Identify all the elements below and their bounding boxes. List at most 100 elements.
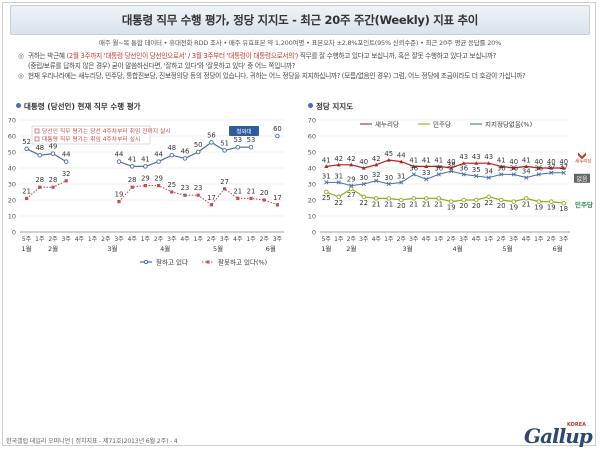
- legend-disapprove-label: 잘못하고 있다(%): [218, 258, 267, 267]
- disapprove-point: [275, 203, 279, 207]
- disapprove-data-label: 21: [22, 187, 31, 195]
- saenuri-point: [499, 164, 504, 168]
- approve-data-label: 48: [167, 144, 176, 152]
- question-text: /: [186, 52, 192, 60]
- month-label: 4월: [160, 244, 170, 253]
- saenuri-point: [399, 159, 404, 164]
- disapprove-data-label: 20: [260, 189, 269, 197]
- disapprove-data-label: 29: [154, 175, 163, 183]
- x-tick-label: 4주: [522, 236, 532, 243]
- no-party-point: [524, 175, 529, 180]
- survey-info: 매주 월~목 통합 데이터 • 휴대전화 RDD 조사 • 매주 유효표본 약 …: [98, 39, 502, 47]
- saenuri-point: [524, 164, 529, 168]
- approve-data-label: 51: [220, 139, 229, 147]
- saenuri-data-label: 41: [422, 156, 431, 164]
- minju-point: [548, 199, 554, 204]
- minju-point: [448, 199, 454, 204]
- month-label: 5월: [502, 244, 512, 253]
- x-tick-label: 5주: [322, 236, 332, 243]
- no-party-point: [549, 170, 554, 175]
- disapprove-point: [157, 184, 161, 188]
- x-tick-label: 1주: [246, 236, 256, 243]
- approve-data-label: 48: [35, 144, 44, 152]
- approve-point: [222, 148, 227, 153]
- disapprove-data-label: 23: [194, 184, 203, 192]
- disapprove-data-label: 17: [273, 194, 282, 202]
- saenuri-data-label: 40: [447, 158, 456, 166]
- x-tick-label: 4주: [422, 236, 432, 243]
- x-tick-label: 4주: [472, 236, 482, 243]
- x-tick-label: 2주: [347, 236, 357, 243]
- no-party-point: [324, 180, 329, 185]
- month-label: 1월: [22, 244, 32, 253]
- disapprove-data-label: 27: [220, 178, 229, 186]
- minju-point: [386, 196, 391, 201]
- month-label: 4월: [452, 244, 462, 253]
- approve-point: [169, 152, 175, 158]
- minju-point: [373, 196, 379, 201]
- y-tick-label: 10: [308, 213, 316, 221]
- minju-data-label: 19: [534, 204, 543, 212]
- approve-data-label: 44: [62, 151, 71, 159]
- no-party-point: [349, 183, 354, 188]
- saenuri-data-label: 41: [434, 156, 443, 164]
- x-tick-label: 3주: [114, 236, 124, 243]
- disapprove-point: [236, 196, 240, 200]
- x-tick-label: 1주: [88, 236, 98, 243]
- no-party-point: [411, 172, 416, 177]
- no-party-data-label: 34: [522, 168, 531, 176]
- x-tick-label: 1주: [194, 236, 204, 243]
- approve-data-label: 53: [247, 136, 256, 144]
- y-tick-label: 70: [308, 117, 316, 125]
- no-party-point: [449, 169, 454, 174]
- approve-data-label: 41: [141, 155, 150, 163]
- saenuri-point: [474, 161, 479, 165]
- saenuri-point: [349, 162, 354, 167]
- question-party: ◎ 현재 우리나라에는 새누리당, 민주당, 통합진보당, 진보정의당 등의 정당…: [18, 70, 526, 80]
- saenuri-point: [486, 161, 491, 165]
- approve-point: [24, 146, 29, 152]
- legend-label: 민주당: [433, 120, 451, 129]
- minju-point: [349, 186, 354, 192]
- no-party-data-label: 30: [359, 174, 368, 182]
- disapprove-point: [117, 200, 121, 204]
- saenuri-data-label: 41: [522, 156, 531, 164]
- no-party-data-label: 36: [497, 164, 506, 172]
- month-label: 6월: [266, 244, 276, 253]
- disapprove-data-label: 28: [35, 176, 44, 184]
- saenuri-line: [326, 159, 564, 169]
- x-tick-label: 1주: [35, 236, 45, 243]
- saenuri-point: [386, 158, 391, 162]
- question-text: (중립/보류를 답하지 않은 경우) 굳이 말씀하신다면, '잘하고 있다'와 …: [28, 62, 295, 70]
- minju-point: [324, 189, 329, 195]
- question-text: 귀하는 박근혜: [28, 52, 67, 60]
- gallup-logo-korea: KOREA: [567, 422, 587, 428]
- no-party-data-label: 31: [322, 172, 331, 180]
- minju-data-label: 19: [547, 204, 556, 212]
- saenuri-logo-icon: [578, 152, 586, 160]
- saenuri-point: [361, 166, 366, 170]
- disapprove-data-label: 21: [247, 187, 256, 195]
- disapprove-point: [209, 203, 213, 207]
- approve-data-label: 56: [207, 131, 216, 139]
- minju-point: [523, 196, 529, 201]
- disapprove-data-label: 17: [207, 194, 216, 202]
- minju-point: [561, 200, 567, 206]
- x-tick-label: 4주: [372, 236, 382, 243]
- saenuri-data-label: 40: [509, 158, 518, 166]
- no-party-data-label: 33: [422, 169, 431, 177]
- question-approval: ◎ 귀하는 박근혜 (2월 3주까지 '대통령 당선인이 당선인으로서' / 3월…: [18, 50, 496, 60]
- saenuri-point: [561, 166, 566, 170]
- question-mark-icon: ◎: [18, 72, 24, 80]
- x-tick-label: 4주: [233, 236, 243, 243]
- no-party-point: [399, 180, 404, 185]
- saenuri-data-label: 40: [559, 158, 568, 166]
- question-text: ) 직무를 잘 수행하고 있다고 보십니까, 혹은 잘못 수행하고 있다고 보십…: [295, 52, 497, 60]
- y-tick-label: 70: [8, 117, 16, 125]
- question-followup: (중립/보류를 답하지 않은 경우) 굳이 말씀하신다면, '잘하고 있다'와 …: [18, 60, 295, 70]
- no-party-data-label: 29: [347, 176, 356, 184]
- minju-point: [361, 194, 367, 200]
- approve-point: [182, 156, 188, 161]
- saenuri-point: [424, 164, 429, 168]
- x-tick-label: 2주: [48, 236, 58, 243]
